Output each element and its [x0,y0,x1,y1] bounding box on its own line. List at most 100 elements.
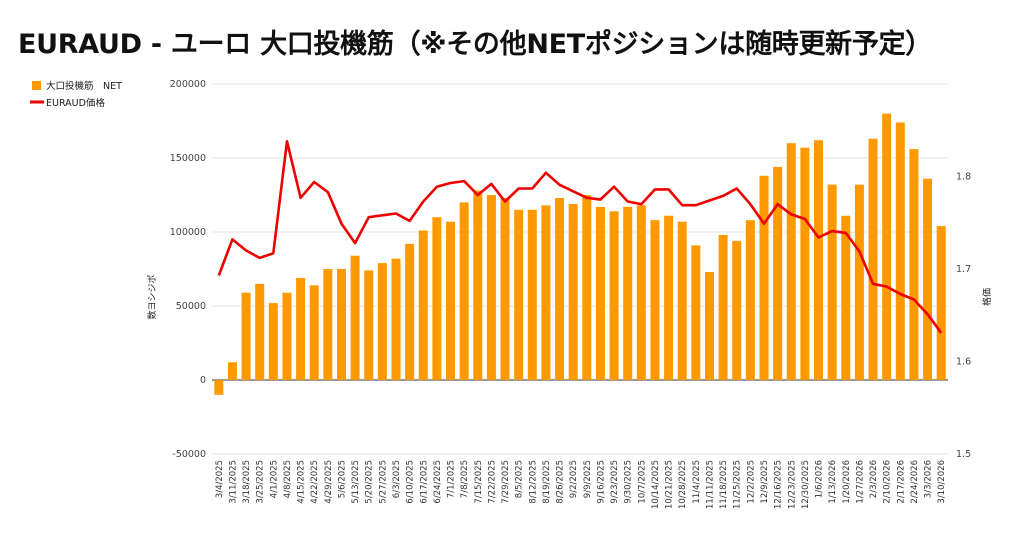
x-tick-label: 4/22/2025 [310,460,320,504]
x-tick-label: 1/6/2026 [815,460,825,498]
chart-title: EURAUD - ユーロ 大口投機筋（※その他NETポジションは随時更新予定） [18,29,932,60]
x-tick-label: 9/30/2025 [624,460,634,504]
bar [841,215,851,380]
y2-tick-label: 1.6 [956,357,971,368]
x-tick-label: 5/13/2025 [351,460,361,504]
grid-lines [212,83,948,455]
bar [296,277,306,380]
x-tick-label: 7/15/2025 [474,460,484,504]
x-tick-label: 9/2/2025 [569,460,579,498]
y2-tick-label: 1.7 [956,264,971,275]
x-tick-label: 12/16/2025 [774,460,784,509]
bar [882,113,892,380]
bar [214,380,224,395]
x-tick-label: 10/14/2025 [651,460,661,509]
bar [609,211,619,380]
y-axis-title: 数ヨシジポ [146,274,158,319]
bar [759,175,769,380]
bar [459,202,469,380]
legend-label-line: EURAUD価格 [46,97,105,109]
x-tick-label: 4/8/2025 [283,460,293,498]
bar [732,240,742,380]
bar [773,166,783,380]
x-tick-label: 6/24/2025 [433,460,443,504]
bar [664,215,674,380]
x-tick-label: 3/11/2025 [228,460,238,504]
bar [255,283,265,380]
bar [446,221,456,380]
y2-tick-label: 1.5 [956,449,971,460]
bar [745,220,755,380]
x-tick-label: 4/15/2025 [297,460,307,504]
bar [786,143,796,380]
bar-series [214,113,946,395]
right-axis-ticks: 1.8 1.7 1.6 1.5 [956,172,971,461]
bar [582,195,592,380]
bar [336,269,346,380]
x-tick-label: 3/10/2026 [937,460,947,504]
x-tick-label: 7/22/2025 [487,460,497,504]
bar [814,140,824,380]
y-tick-label: 200000 [170,79,206,90]
bar [827,184,837,380]
legend-label-bars: 大口投機筋 NET [46,80,122,92]
bar [227,362,237,380]
bar [677,221,687,380]
bar [636,205,646,380]
bar [391,258,401,380]
bar [541,205,551,380]
bar [895,122,905,380]
x-axis-ticks: 3/4/2025 3/11/2025 3/18/2025 3/25/2025 4/1/2… [215,460,947,509]
y-tick-label: 0 [200,375,206,386]
bar [486,195,496,380]
bar [800,147,810,380]
bar [909,149,919,380]
y2-tick-label: 1.8 [956,172,971,183]
bar [623,206,633,380]
x-tick-label: 10/7/2025 [637,460,647,504]
bar [241,292,251,380]
bar [282,292,292,380]
bar [527,209,537,380]
x-tick-label: 1/13/2026 [828,460,838,504]
x-tick-label: 11/18/2025 [719,460,729,509]
x-tick-label: 5/6/2025 [338,460,348,498]
x-tick-label: 12/9/2025 [760,460,770,504]
x-tick-label: 10/21/2025 [665,460,675,509]
bar [868,138,878,380]
y-tick-label: 50000 [176,301,206,312]
x-tick-label: 2/10/2026 [883,460,893,504]
bar [650,220,660,380]
x-tick-label: 6/10/2025 [406,460,416,504]
x-tick-label: 3/18/2025 [242,460,252,504]
x-tick-label: 8/26/2025 [556,460,566,504]
bar [500,197,510,380]
bar [418,230,428,380]
x-tick-label: 7/8/2025 [460,460,470,498]
bar [854,184,864,380]
bar [377,263,387,380]
bar [691,245,701,380]
price-line [217,140,943,334]
x-tick-label: 1/20/2026 [842,460,852,504]
y-tick-label: -50000 [172,449,206,460]
x-tick-label: 3/4/2025 [215,460,225,498]
x-tick-label: 7/1/2025 [447,460,457,498]
bar [923,178,933,380]
bar [718,234,728,380]
left-axis-ticks: 200000 150000 100000 50000 0 -50000 [170,79,206,460]
x-tick-label: 7/29/2025 [501,460,511,504]
x-tick-label: 2/24/2026 [910,460,920,504]
bar [555,197,565,380]
x-tick-label: 2/17/2026 [896,460,906,504]
y-tick-label: 100000 [170,227,206,238]
bar [936,226,946,380]
x-tick-label: 8/19/2025 [542,460,552,504]
bar [309,285,319,380]
x-tick-label: 9/9/2025 [583,460,593,498]
x-tick-label: 10/28/2025 [678,460,688,509]
bar [568,203,578,380]
x-tick-label: 5/20/2025 [365,460,375,504]
x-tick-label: 9/16/2025 [596,460,606,504]
